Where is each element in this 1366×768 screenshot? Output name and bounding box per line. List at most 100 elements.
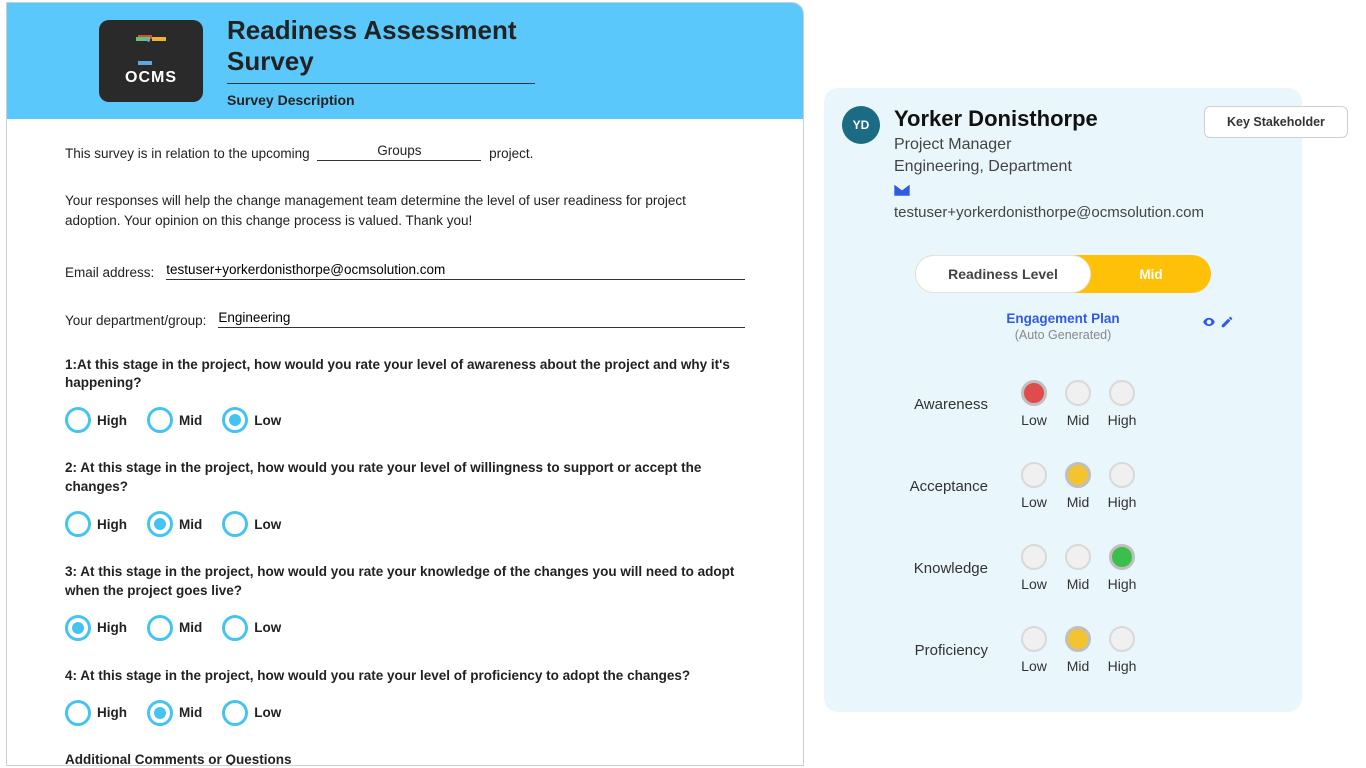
radio-option-high[interactable]: High — [65, 700, 127, 726]
matrix-dot-high[interactable] — [1109, 462, 1135, 488]
comments-label: Additional Comments or Questions — [65, 752, 745, 766]
survey-subtitle: Survey Description — [227, 92, 535, 108]
radio-circle[interactable] — [65, 407, 91, 433]
matrix-dot-mid[interactable] — [1065, 544, 1091, 570]
question-text: 2: At this stage in the project, how wou… — [65, 459, 745, 497]
profile-name: Yorker Donisthorpe — [894, 106, 1204, 132]
matrix-dot-mid[interactable] — [1065, 462, 1091, 488]
logo-text: OCMS — [125, 69, 177, 87]
radio-circle[interactable] — [65, 615, 91, 641]
radio-label: High — [97, 705, 127, 720]
radio-circle[interactable] — [222, 615, 248, 641]
avatar: YD — [842, 106, 880, 144]
matrix-dot-low[interactable] — [1021, 544, 1047, 570]
radio-option-mid[interactable]: Mid — [147, 511, 202, 537]
matrix-col-label: High — [1108, 658, 1137, 674]
mail-icon — [894, 184, 910, 196]
radio-circle[interactable] — [147, 700, 173, 726]
matrix-col-label: Low — [1021, 494, 1047, 510]
radio-option-low[interactable]: Low — [222, 615, 281, 641]
question-text: 1:At this stage in the project, how woul… — [65, 356, 745, 394]
department-label: Your department/group: — [65, 313, 206, 328]
radio-row: High Mid Low — [65, 407, 745, 433]
radio-circle[interactable] — [65, 511, 91, 537]
matrix-dot-low[interactable] — [1021, 380, 1047, 406]
radio-option-low[interactable]: Low — [222, 700, 281, 726]
matrix-row-label: Awareness — [914, 396, 1012, 413]
intro-slot[interactable]: Groups — [317, 143, 481, 161]
radio-label: Mid — [179, 517, 202, 532]
radio-option-mid[interactable]: Mid — [147, 700, 202, 726]
radio-circle[interactable] — [222, 700, 248, 726]
radio-row: High Mid Low — [65, 700, 745, 726]
radio-option-low[interactable]: Low — [222, 511, 281, 537]
question-text: 3: At this stage in the project, how wou… — [65, 563, 745, 601]
email-input[interactable] — [166, 260, 745, 280]
radio-label: Low — [254, 620, 281, 635]
profile-department: Engineering, Department — [894, 158, 1204, 176]
radio-option-high[interactable]: High — [65, 511, 127, 537]
department-input[interactable] — [218, 308, 745, 328]
edit-icon[interactable] — [1220, 315, 1234, 329]
radio-circle[interactable] — [147, 511, 173, 537]
matrix-row-label: Proficiency — [915, 642, 1012, 659]
ocms-logo: OCMS — [99, 20, 203, 102]
matrix-row-label: Acceptance — [910, 478, 1012, 495]
radio-circle[interactable] — [65, 700, 91, 726]
radio-circle[interactable] — [222, 407, 248, 433]
radio-circle[interactable] — [147, 407, 173, 433]
email-label: Email address: — [65, 265, 154, 280]
matrix-dot-high[interactable] — [1109, 380, 1135, 406]
stakeholder-badge-button[interactable]: Key Stakeholder — [1204, 106, 1348, 138]
question-text: 4: At this stage in the project, how wou… — [65, 667, 745, 686]
radio-label: High — [97, 413, 127, 428]
intro-suffix: project. — [489, 146, 533, 161]
radio-option-high[interactable]: High — [65, 615, 127, 641]
readiness-pill: Readiness Level Mid — [915, 255, 1211, 293]
matrix-dot-low[interactable] — [1021, 626, 1047, 652]
matrix-col-label: High — [1108, 412, 1137, 428]
profile-panel: YD Yorker Donisthorpe Project Manager En… — [824, 88, 1302, 712]
radio-label: Low — [254, 413, 281, 428]
matrix-col-label: Low — [1021, 412, 1047, 428]
radio-option-mid[interactable]: Mid — [147, 615, 202, 641]
matrix-col-label: Mid — [1067, 658, 1090, 674]
radio-circle[interactable] — [222, 511, 248, 537]
matrix-dot-low[interactable] — [1021, 462, 1047, 488]
radio-row: High Mid Low — [65, 511, 745, 537]
radio-option-mid[interactable]: Mid — [147, 407, 202, 433]
matrix-dot-high[interactable] — [1109, 626, 1135, 652]
engagement-plan-sub: (Auto Generated) — [842, 328, 1284, 342]
radio-label: Mid — [179, 413, 202, 428]
matrix-col-label: Mid — [1067, 494, 1090, 510]
survey-body: This survey is in relation to the upcomi… — [7, 119, 803, 766]
matrix-col-label: Low — [1021, 658, 1047, 674]
intro-paragraph: Your responses will help the change mana… — [65, 191, 745, 232]
survey-panel: OCMS Readiness Assessment Survey Survey … — [6, 2, 804, 766]
readiness-pill-label: Readiness Level — [915, 255, 1091, 293]
matrix-row-label: Knowledge — [914, 560, 1012, 577]
matrix-col-label: High — [1108, 494, 1137, 510]
survey-title: Readiness Assessment Survey — [227, 15, 535, 84]
profile-role: Project Manager — [894, 136, 1204, 154]
matrix-col-label: Mid — [1067, 412, 1090, 428]
matrix-dot-mid[interactable] — [1065, 380, 1091, 406]
eye-icon[interactable] — [1202, 315, 1216, 329]
intro-prefix: This survey is in relation to the upcomi… — [65, 146, 310, 161]
radio-label: High — [97, 517, 127, 532]
radio-option-high[interactable]: High — [65, 407, 127, 433]
readiness-pill-value: Mid — [1091, 267, 1211, 282]
radio-row: High Mid Low — [65, 615, 745, 641]
radio-label: Mid — [179, 705, 202, 720]
profile-email: testuser+yorkerdonisthorpe@ocmsolution.c… — [894, 204, 1204, 221]
survey-header: OCMS Readiness Assessment Survey Survey … — [7, 3, 803, 119]
readiness-matrix: Awareness Low Mid High Acceptance Low Mid High K… — [842, 380, 1284, 702]
radio-circle[interactable] — [147, 615, 173, 641]
matrix-col-label: Low — [1021, 576, 1047, 592]
intro-line: This survey is in relation to the upcomi… — [65, 143, 745, 161]
radio-label: Mid — [179, 620, 202, 635]
matrix-col-label: Mid — [1067, 576, 1090, 592]
radio-option-low[interactable]: Low — [222, 407, 281, 433]
matrix-dot-mid[interactable] — [1065, 626, 1091, 652]
matrix-dot-high[interactable] — [1109, 544, 1135, 570]
